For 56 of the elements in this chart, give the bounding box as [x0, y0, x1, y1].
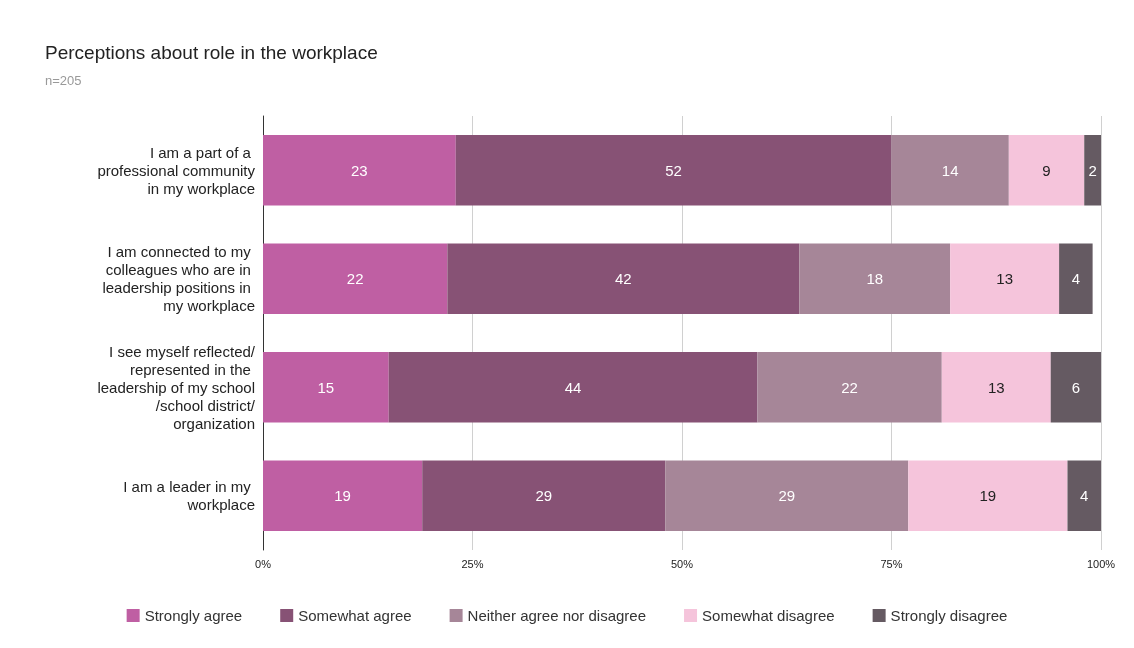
- bar: [941, 351, 1051, 423]
- bar: [1008, 134, 1085, 206]
- x-tick-label: 75%: [880, 557, 903, 570]
- data-label: 2: [1088, 161, 1097, 179]
- y-tick-label: I am connected to my colleagues who are in leadership positions in my workplace: [102, 243, 255, 315]
- chart-title: Perceptions about role in the workplace: [45, 42, 378, 63]
- data-label: 13: [987, 378, 1005, 396]
- data-label: 4: [1080, 487, 1089, 505]
- data-label: 19: [979, 487, 997, 505]
- y-tick-label: I am a part of a professional community in my workplace: [97, 143, 256, 197]
- bar: [1059, 243, 1093, 315]
- x-tick-label: 0%: [255, 557, 272, 570]
- bar: [665, 460, 909, 532]
- bar: [422, 460, 666, 532]
- bar: [263, 351, 389, 423]
- bar: [263, 243, 448, 315]
- data-label: 52: [665, 161, 682, 179]
- bar: [388, 351, 758, 423]
- data-label: 15: [317, 378, 335, 396]
- x-tick-label: 100%: [1086, 557, 1116, 570]
- bar: [263, 460, 423, 532]
- legend-label: Somewhat disagree: [702, 607, 835, 624]
- data-label: 29: [535, 487, 553, 505]
- bar: [799, 243, 951, 315]
- data-label: 13: [996, 270, 1013, 288]
- bar: [263, 134, 456, 206]
- data-label: 19: [334, 487, 351, 505]
- data-label: 29: [778, 487, 796, 505]
- bar: [891, 134, 1009, 206]
- data-label: 22: [346, 270, 364, 288]
- y-tick-label: I see myself reflected/represented in the leadership of my school/school district/organization: [97, 342, 256, 432]
- text: n=205: [45, 73, 82, 88]
- data-label: 18: [866, 270, 884, 288]
- data-label: 44: [564, 378, 582, 396]
- y-tick-label: I am a leader in my workplace: [123, 478, 255, 514]
- bar: [1050, 351, 1101, 423]
- x-tick-label: 25%: [461, 557, 484, 570]
- legend-label: Neither agree nor disagree: [467, 607, 647, 624]
- x-tick-label: 50%: [670, 557, 694, 570]
- data-label: 6: [1071, 378, 1081, 396]
- bar: [447, 243, 800, 315]
- legend-label: Strongly disagree: [890, 607, 1008, 624]
- bar: [757, 351, 942, 423]
- data-label: 42: [615, 270, 632, 288]
- data-label: 4: [1071, 270, 1081, 288]
- data-label: 14: [941, 161, 959, 179]
- data-label: 22: [841, 378, 858, 396]
- bar: [1084, 134, 1101, 206]
- bar: [1067, 460, 1101, 532]
- bar: [908, 460, 1068, 532]
- data-label: 9: [1042, 161, 1051, 179]
- bar: [455, 134, 892, 206]
- bar: [950, 243, 1060, 315]
- legend-label: Strongly agree: [144, 607, 243, 624]
- legend-label: Somewhat agree: [298, 607, 412, 624]
- data-label: 23: [351, 161, 368, 179]
